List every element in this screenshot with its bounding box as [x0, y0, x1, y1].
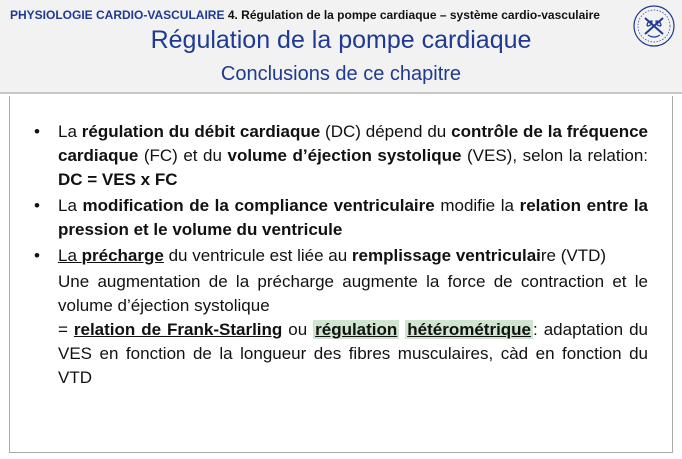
chapter-name: 4. Régulation de la pompe cardiaque – sy… — [227, 8, 600, 22]
university-seal-icon — [633, 5, 675, 47]
bullet-item: • La précharge du ventricule est liée au … — [32, 244, 648, 268]
highlight-heterometrique: hétérométrique — [405, 320, 534, 339]
content-frame — [9, 96, 673, 453]
breadcrumb: PHYSIOLOGIE CARDIO-VASCULAIRE 4. Régulat… — [10, 8, 600, 22]
bullet-dot-icon: • — [34, 122, 40, 141]
explanation-paragraph: Une augmentation de la précharge augment… — [58, 272, 648, 315]
highlight-regulation: régulation — [313, 320, 400, 339]
header-divider — [0, 92, 682, 94]
slide-title: Régulation de la pompe cardiaque — [150, 26, 532, 54]
bullet-item: • La régulation du débit cardiaque (DC) d… — [34, 122, 649, 189]
course-name: PHYSIOLOGIE CARDIO-VASCULAIRE — [10, 8, 225, 22]
bullet-dot-icon: • — [34, 196, 40, 215]
bullet-dot-icon: • — [34, 246, 40, 265]
conclusion-paragraph: = relation de Frank-Starling ou régulati… — [58, 320, 648, 387]
slide-subtitle: Conclusions de ce chapitre — [220, 63, 462, 85]
bullet-item: • La modification de la compliance ventri… — [34, 196, 648, 239]
slide-body: • La régulation du débit cardiaque (DC) d… — [32, 120, 648, 390]
slide-header: PHYSIOLOGIE CARDIO-VASCULAIRE 4. Régulat… — [0, 0, 682, 92]
